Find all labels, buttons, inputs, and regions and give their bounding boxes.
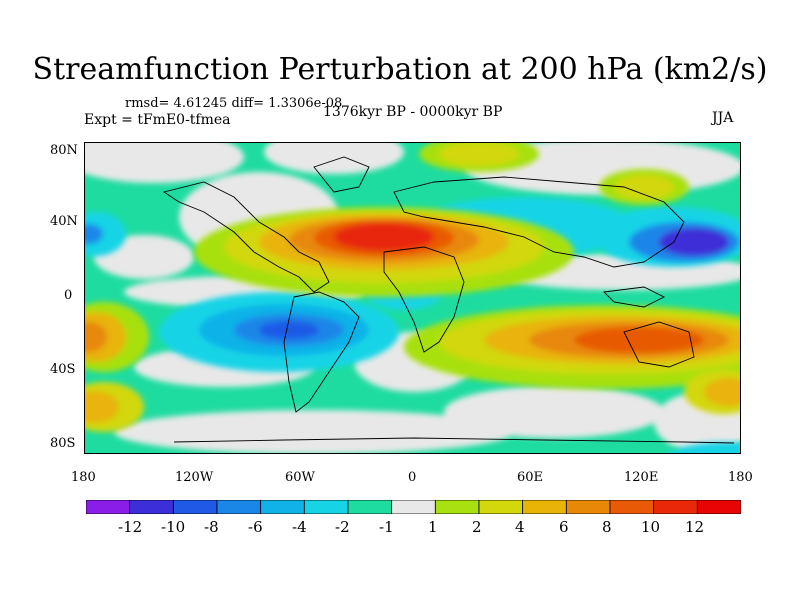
colorbar-label: 8 [602,518,612,536]
colorbar-swatch [86,500,131,514]
colorbar-label: 12 [685,518,705,536]
lat-label-0: 0 [64,288,73,303]
colorbar-label: -12 [118,518,143,536]
experiment-label: Expt = tFmE0-tfmea [84,112,231,128]
stats-text: rmsd= 4.61245 diff= 1.3306e-08 [125,96,343,111]
colorbar-label: 2 [472,518,482,536]
colorbar-swatch [391,500,436,514]
colorbar-label: -2 [335,518,350,536]
colorbar-swatch [609,500,655,514]
lon-label-120e: 120E [624,470,659,485]
colorbar-swatch [347,500,393,514]
colorbar-swatch [696,500,741,514]
contour-fill [84,142,741,454]
colorbar-swatch [172,500,218,514]
colorbar-label: 1 [428,518,438,536]
map-border [84,142,741,454]
lon-label-60w: 60W [285,470,315,485]
colorbar-swatch [653,500,698,514]
colorbar-label: -8 [204,518,219,536]
lon-label-180w: 180 [71,470,96,485]
lon-label-120w: 120W [175,470,214,485]
colorbar-label: 10 [641,518,661,536]
lat-label-80s: 80S [50,436,76,451]
season-label: JJA [712,110,734,126]
colorbar-swatch [434,500,480,514]
colorbar-label: -6 [248,518,263,536]
period-label: 1376kyr BP - 0000kyr BP [323,104,503,120]
colorbar-label: 4 [515,518,525,536]
lon-label-180e: 180 [728,470,753,485]
colorbar [86,500,741,514]
colorbar-label: -4 [292,518,307,536]
colorbar-swatch [216,500,262,514]
colorbar-swatch [260,500,305,514]
colorbar-label: 6 [559,518,569,536]
lat-label-80n: 80N [50,143,78,158]
coastlines [162,156,735,444]
colorbar-swatch [522,500,567,514]
colorbar-swatch [303,500,349,514]
lon-label-0: 0 [408,470,417,485]
chart-title: Streamfunction Perturbation at 200 hPa (… [32,52,768,87]
colorbar-swatch [478,500,524,514]
colorbar-swatch [129,500,174,514]
lat-label-40s: 40S [50,362,76,377]
streamfunction-map [84,142,741,454]
lon-label-60e: 60E [517,470,544,485]
colorbar-label: -1 [379,518,394,536]
lat-label-40n: 40N [50,214,78,229]
colorbar-swatch [565,500,611,514]
colorbar-label: -10 [161,518,186,536]
